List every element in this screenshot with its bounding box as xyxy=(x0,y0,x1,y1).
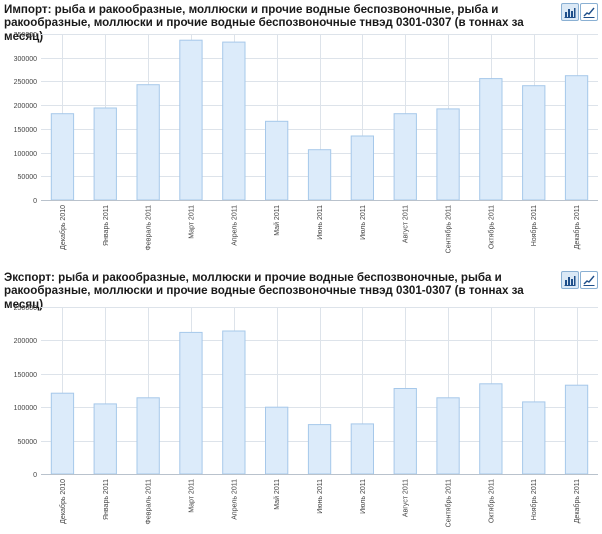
bar[interactable] xyxy=(564,75,589,201)
bar[interactable] xyxy=(265,406,289,475)
x-tick-label: Ноябрь 2011 xyxy=(530,479,538,520)
line-chart-icon xyxy=(583,275,595,286)
x-tick-label: Июль 2011 xyxy=(360,479,367,514)
bar[interactable] xyxy=(136,397,160,475)
bar[interactable] xyxy=(307,149,332,201)
bar[interactable] xyxy=(179,39,203,201)
y-tick-label: 200000 xyxy=(14,103,37,110)
bar[interactable] xyxy=(93,107,117,201)
y-tick-label: 100000 xyxy=(14,151,37,158)
y-tick-label: 200000 xyxy=(14,338,37,345)
y-tick-label: 300000 xyxy=(14,56,37,63)
y-tick-label: 150000 xyxy=(14,127,37,134)
bar[interactable] xyxy=(350,135,375,201)
bar[interactable] xyxy=(265,120,289,201)
bar[interactable] xyxy=(307,424,332,475)
bar-chart-button[interactable] xyxy=(561,271,579,289)
bars xyxy=(50,39,589,201)
x-tick-label: Август 2011 xyxy=(403,479,410,517)
bar[interactable] xyxy=(522,85,546,201)
x-tick-label: Декабрь 2011 xyxy=(573,205,581,249)
x-tick-label: Апрель 2011 xyxy=(231,479,238,520)
line-chart-icon xyxy=(583,7,595,18)
grid xyxy=(41,34,598,201)
x-tick-label: Февраль 2011 xyxy=(146,205,153,251)
y-tick-label: 50000 xyxy=(18,174,38,181)
x-tick-label: Июнь 2011 xyxy=(317,479,324,514)
bar[interactable] xyxy=(222,41,246,201)
export-chart-panel: Экспорт: рыба и ракообразные, моллюски и… xyxy=(0,268,602,534)
chart-type-toolbar xyxy=(561,3,598,21)
bar-chart-button[interactable] xyxy=(561,3,579,21)
y-tick-label: 250000 xyxy=(14,79,37,86)
bar[interactable] xyxy=(222,330,246,475)
chart-title: Экспорт: рыба и ракообразные, моллюски и… xyxy=(4,271,524,311)
bar[interactable] xyxy=(93,403,117,475)
bar[interactable] xyxy=(522,401,546,475)
bar[interactable] xyxy=(479,383,503,475)
x-tick-label: Сентябрь 2011 xyxy=(445,479,453,527)
x-tick-label: Октябрь 2011 xyxy=(487,205,495,249)
x-tick-label: Март 2011 xyxy=(188,479,195,513)
line-chart-button[interactable] xyxy=(580,271,598,289)
chart-title: Импорт: рыба и ракообразные, моллюски и … xyxy=(4,3,524,43)
y-tick-label: 350000 xyxy=(14,32,37,39)
line-chart-button[interactable] xyxy=(580,3,598,21)
bar-chart-icon xyxy=(564,8,576,18)
bar-chart-icon xyxy=(564,276,576,286)
y-tick-label: 50000 xyxy=(18,439,38,446)
export-bar-chart: 0 50000 100000 150000 200000 250000 Декабрь 20… xyxy=(14,305,598,527)
bar[interactable] xyxy=(50,113,75,201)
bar[interactable] xyxy=(479,78,503,201)
x-tick-label: Март 2011 xyxy=(188,205,195,239)
bar[interactable] xyxy=(393,113,417,201)
y-tick-label: 0 xyxy=(33,198,37,205)
x-tick-label: Май 2011 xyxy=(273,479,281,510)
x-tick-label: Август 2011 xyxy=(403,205,410,243)
axes: 0 50000 100000 150000 200000 250000 300000 3500… xyxy=(14,32,598,253)
x-tick-label: Октябрь 2011 xyxy=(487,479,495,523)
bar[interactable] xyxy=(393,388,417,475)
bar[interactable] xyxy=(436,108,460,201)
x-tick-label: Январь 2011 xyxy=(103,205,110,246)
x-tick-label: Ноябрь 2011 xyxy=(530,205,538,246)
x-tick-label: Июль 2011 xyxy=(360,205,367,240)
x-tick-label: Февраль 2011 xyxy=(146,479,153,525)
x-tick-label: Декабрь 2010 xyxy=(59,205,67,250)
y-tick-label: 100000 xyxy=(14,405,37,412)
x-tick-label: Декабрь 2011 xyxy=(573,479,581,523)
import-bar-chart: 0 50000 100000 150000 200000 250000 300000 3500… xyxy=(14,32,598,253)
bar[interactable] xyxy=(564,384,589,475)
bars xyxy=(50,330,589,475)
bar[interactable] xyxy=(179,331,203,475)
x-tick-label: Сентябрь 2011 xyxy=(445,205,453,253)
import-chart-panel: Импорт: рыба и ракообразные, моллюски и … xyxy=(4,3,598,253)
x-tick-label: Апрель 2011 xyxy=(231,205,238,246)
x-tick-label: Январь 2011 xyxy=(103,479,110,520)
bar[interactable] xyxy=(436,397,460,475)
bar[interactable] xyxy=(50,392,75,475)
bar[interactable] xyxy=(350,423,375,475)
bar[interactable] xyxy=(136,84,160,201)
y-tick-label: 150000 xyxy=(14,372,37,379)
x-tick-label: Июнь 2011 xyxy=(317,205,324,240)
y-tick-label: 250000 xyxy=(14,305,37,312)
chart-type-toolbar xyxy=(561,271,598,289)
y-tick-label: 0 xyxy=(33,472,37,479)
x-tick-label: Май 2011 xyxy=(273,205,281,236)
x-tick-label: Декабрь 2010 xyxy=(59,479,67,524)
axes: 0 50000 100000 150000 200000 250000 Декабрь 20… xyxy=(14,305,598,527)
